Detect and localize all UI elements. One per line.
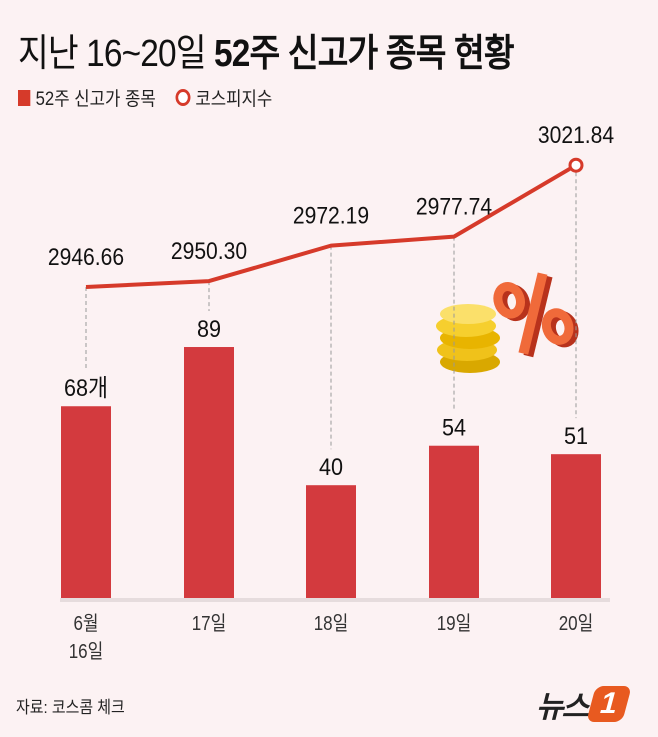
bar bbox=[551, 454, 601, 598]
kospi-end-marker bbox=[568, 157, 584, 173]
coins-percent-illustration bbox=[436, 272, 579, 373]
baseline bbox=[60, 598, 610, 602]
line-value-label: 3021.84 bbox=[538, 122, 614, 149]
line-value-label: 2977.74 bbox=[416, 193, 492, 220]
percent-icon bbox=[493, 272, 579, 358]
legend-line-label: 코스피지수 bbox=[195, 89, 273, 110]
chart-title: 지난 16~20일 52주 신고가 종목 현황 bbox=[18, 22, 515, 77]
bar bbox=[306, 485, 356, 598]
x-tick-label: 16일 bbox=[69, 640, 104, 663]
news1-logo: 뉴스 1 bbox=[536, 682, 633, 726]
line-value-label: 2950.30 bbox=[171, 238, 247, 265]
x-tick-label: 18일 bbox=[314, 612, 349, 635]
kospi-line bbox=[85, 163, 578, 289]
bar bbox=[184, 347, 234, 598]
legend: 52주 신고가 종목 코스피지수 bbox=[18, 84, 272, 111]
line-value-label: 2946.66 bbox=[48, 244, 124, 271]
logo-mark: 1 bbox=[586, 686, 633, 722]
bar-value-label: 68개 bbox=[64, 374, 108, 401]
source-note: 자료: 코스콤 체크 bbox=[16, 698, 125, 717]
title-bold: 52주 신고가 종목 현황 bbox=[214, 33, 515, 75]
x-tick-label: 20일 bbox=[559, 612, 594, 635]
x-tick-label: 19일 bbox=[437, 612, 472, 635]
bar bbox=[429, 445, 479, 598]
x-tick-label: 17일 bbox=[192, 612, 227, 635]
title-light: 지난 16~20일 bbox=[18, 33, 206, 75]
bar-value-label: 89 bbox=[197, 315, 221, 342]
bar-value-label: 54 bbox=[442, 414, 466, 441]
bar bbox=[61, 406, 111, 598]
x-tick-label: 6월 bbox=[73, 612, 98, 635]
legend-bar-swatch bbox=[18, 89, 31, 106]
logo-text: 뉴스 bbox=[536, 691, 589, 724]
bar-value-label: 40 bbox=[319, 453, 343, 480]
bar-value-label: 51 bbox=[564, 422, 588, 449]
coins-icon bbox=[436, 304, 500, 373]
legend-bars-label: 52주 신고가 종목 bbox=[35, 89, 156, 110]
line-value-label: 2972.19 bbox=[293, 202, 369, 229]
legend-line-marker bbox=[175, 89, 191, 106]
chart-svg: 68개 2946.66 6월 16일 89 2950.30 17일 40 2972.19 18일 5… bbox=[48, 122, 614, 663]
